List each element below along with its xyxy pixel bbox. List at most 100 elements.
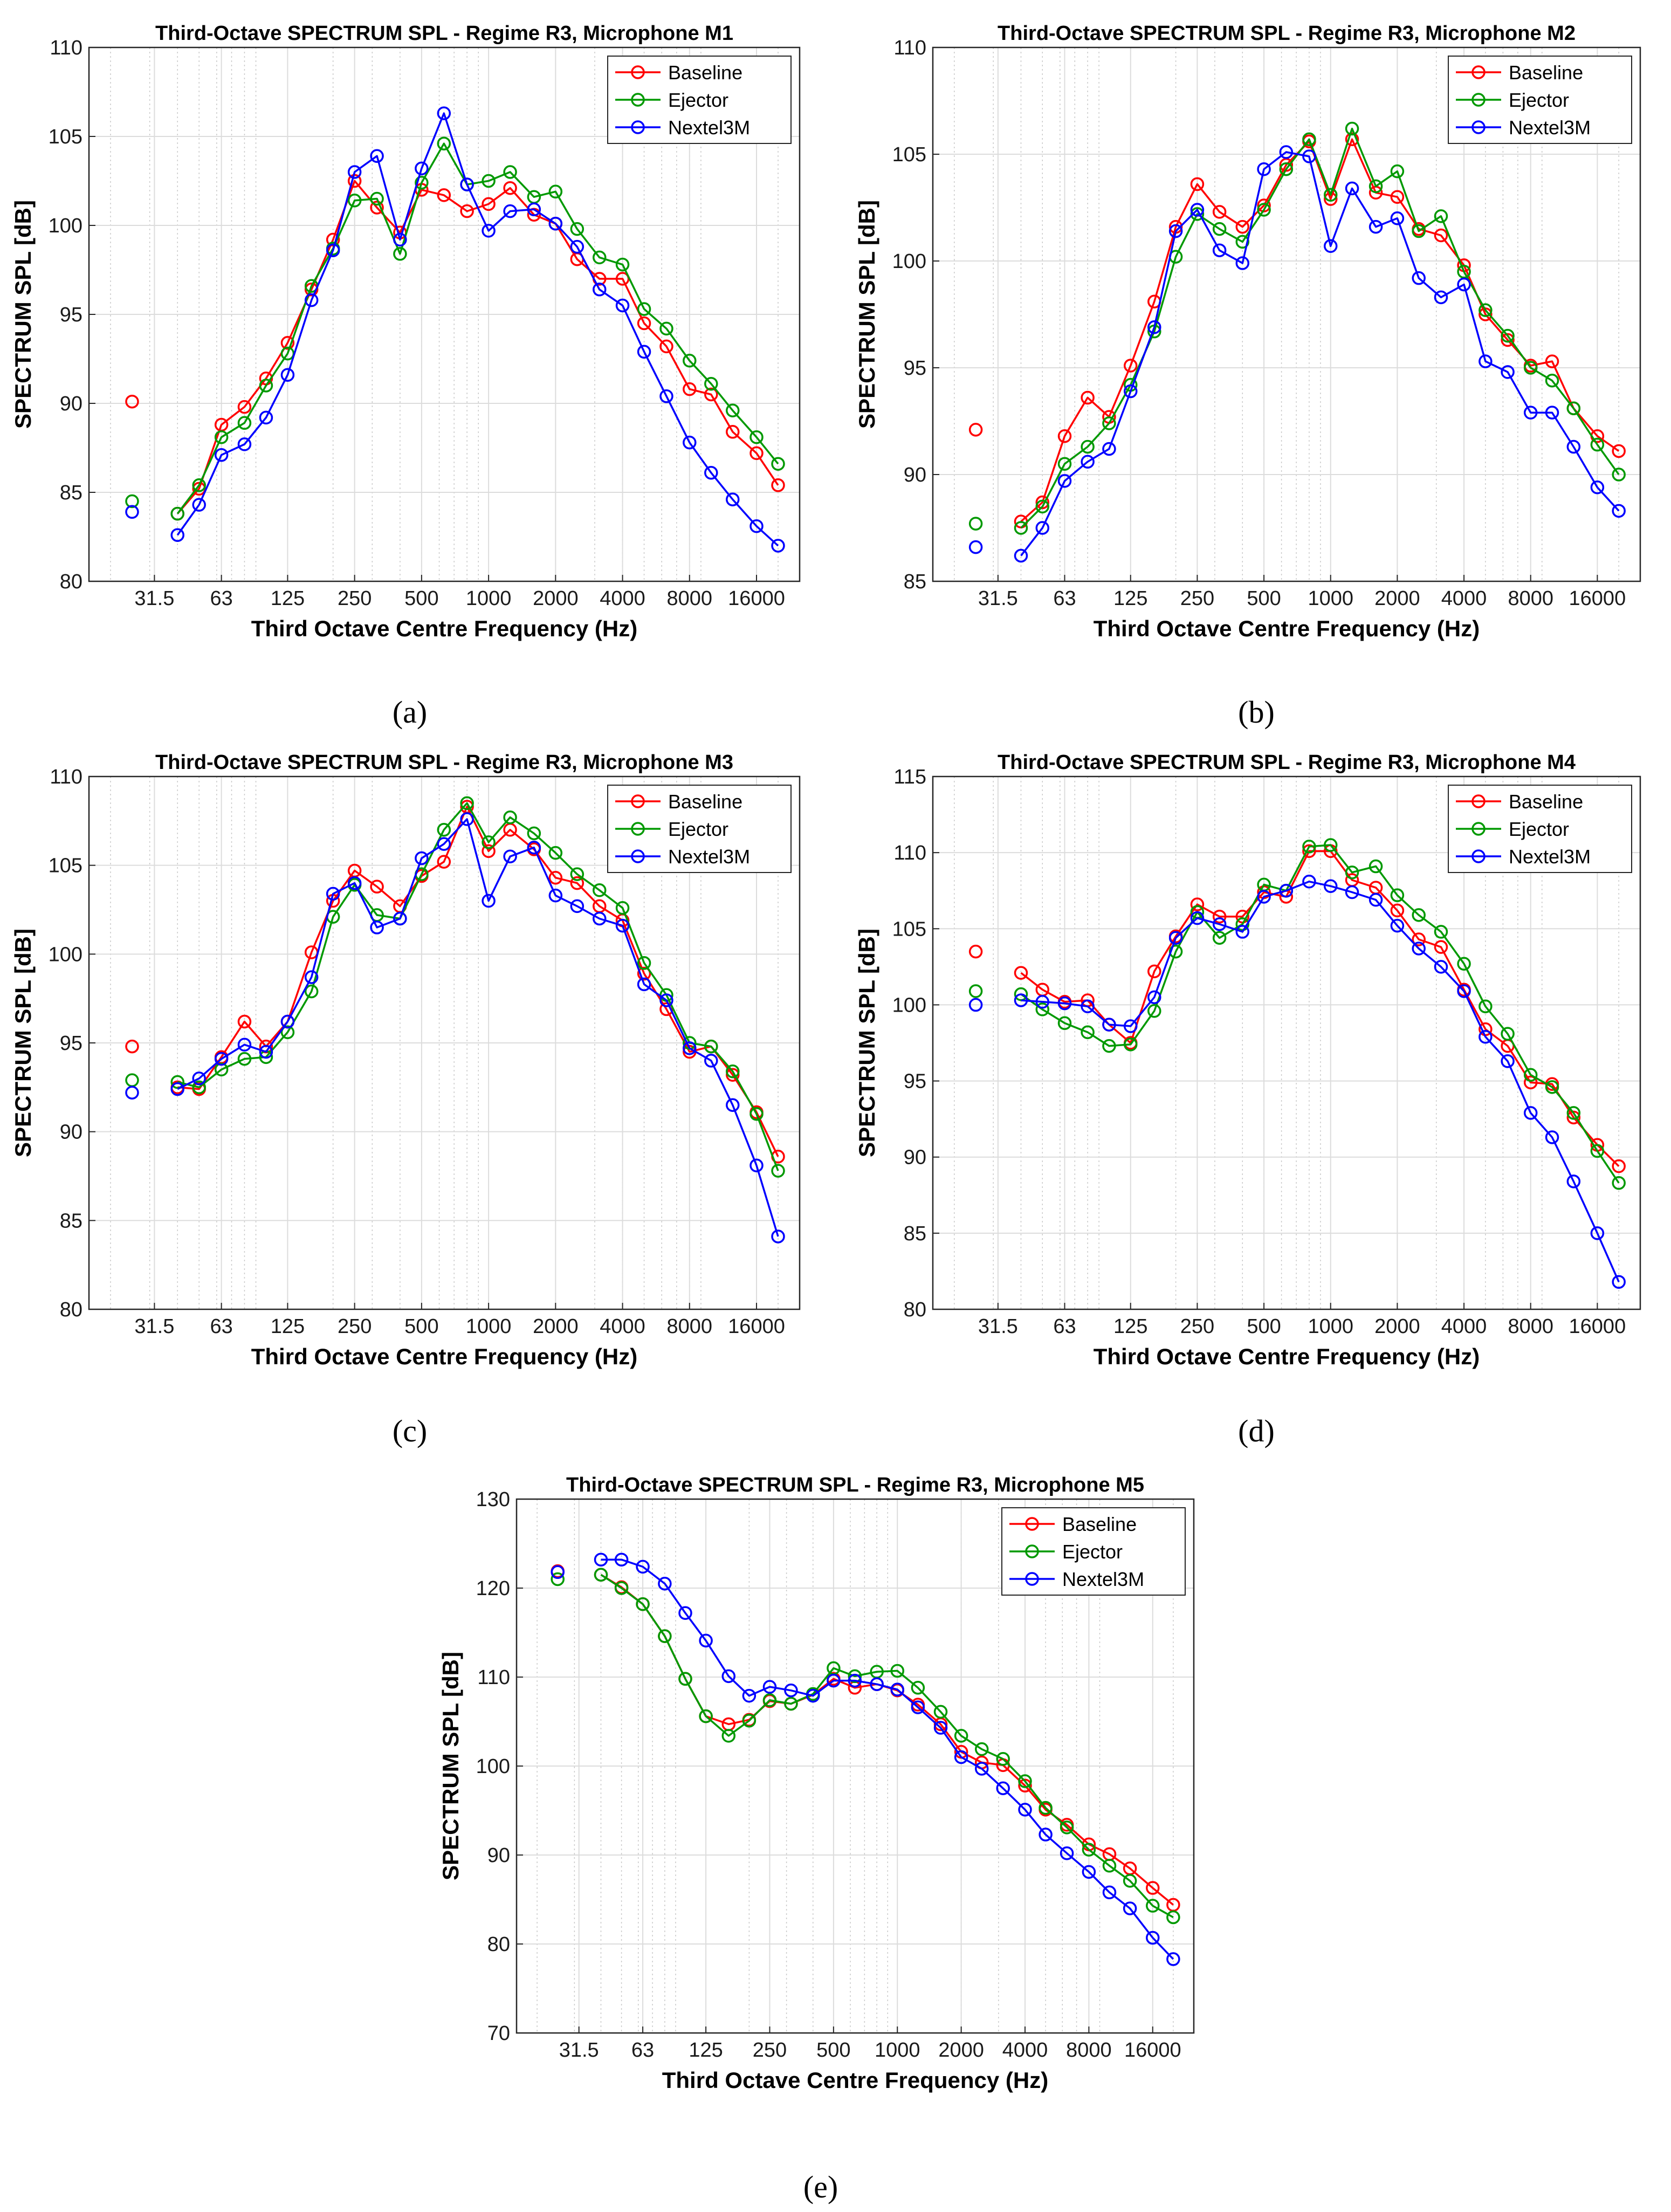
data-point (570, 222, 584, 236)
x-tick-label: 1000 (466, 587, 512, 610)
x-tick-label: 125 (1113, 1315, 1147, 1338)
data-point (683, 1041, 697, 1055)
chart-title: Third-Octave SPECTRUM SPL - Regime R3, M… (998, 22, 1576, 45)
data-point (1479, 354, 1493, 368)
data-point (460, 796, 474, 810)
series-ejector (968, 838, 1626, 1190)
data-point (192, 1071, 206, 1086)
data-point (1212, 931, 1227, 945)
x-tick-label: 250 (1180, 1315, 1214, 1338)
y-tick-label: 80 (60, 571, 82, 593)
subfigure-caption: (d) (1238, 1413, 1275, 1448)
data-point (1457, 957, 1471, 971)
data-point (659, 389, 673, 403)
y-tick-label: 70 (487, 2022, 510, 2045)
data-point (1501, 1027, 1515, 1041)
data-point (527, 840, 541, 855)
data-point (1323, 188, 1338, 202)
data-point (749, 1158, 764, 1172)
chart-title: Third-Octave SPECTRUM SPL - Regime R3, M… (998, 751, 1576, 774)
series-line (176, 142, 779, 514)
data-point (1102, 442, 1116, 456)
data-point (1479, 303, 1493, 317)
data-point (1123, 1874, 1137, 1888)
data-point (762, 1680, 777, 1694)
x-tick-label: 250 (338, 587, 372, 610)
legend-label: Baseline (1509, 61, 1583, 84)
data-point (1035, 499, 1050, 514)
x-tick-label: 8000 (1508, 587, 1553, 610)
legend: Baseline Ejector Nextel3M (1448, 56, 1632, 144)
data-point (1124, 1019, 1138, 1033)
data-point (570, 876, 584, 890)
data-point (1434, 290, 1448, 305)
y-tick-label: 85 (60, 482, 82, 504)
data-point (214, 448, 229, 462)
data-point (415, 161, 429, 176)
legend-label: Ejector (1509, 818, 1569, 840)
data-point (637, 345, 651, 359)
data-point (1479, 1029, 1493, 1044)
data-point (1566, 1106, 1581, 1120)
data-point (437, 837, 451, 851)
data-point (1545, 1130, 1559, 1144)
data-point (370, 201, 384, 215)
data-point (1257, 203, 1271, 217)
data-point (237, 437, 252, 451)
data-point (749, 1107, 764, 1121)
data-point (1102, 416, 1116, 430)
data-point (1018, 1774, 1032, 1788)
data-point (482, 174, 496, 188)
y-tick-label: 90 (60, 393, 82, 415)
data-point (1060, 1846, 1074, 1860)
data-point (699, 1633, 713, 1648)
data-point (1434, 228, 1448, 243)
data-point (1612, 444, 1626, 458)
data-point (1523, 361, 1538, 375)
data-point (1501, 333, 1515, 347)
data-point (437, 823, 451, 837)
x-tick-label: 125 (1113, 587, 1147, 610)
data-point (827, 1673, 841, 1688)
data-point (1390, 918, 1405, 933)
data-point (658, 1629, 672, 1643)
data-point (1323, 838, 1338, 852)
data-point (437, 106, 451, 120)
data-point (370, 920, 384, 935)
data-point (1566, 401, 1581, 415)
y-axis-label: SPECTRUM SPL [dB] (854, 929, 879, 1157)
data-point (1323, 879, 1338, 893)
legend-label: Ejector (668, 89, 728, 111)
data-point (1146, 1931, 1160, 1945)
data-point (1102, 1859, 1117, 1873)
data-point (1501, 1054, 1515, 1068)
x-tick-label: 31.5 (134, 587, 174, 610)
x-tick-label: 125 (689, 2039, 723, 2062)
data-point (996, 1752, 1010, 1766)
data-point (237, 400, 252, 414)
data-point (527, 202, 541, 217)
series-ejector (551, 1568, 1180, 1925)
data-point (1612, 468, 1626, 482)
data-point (460, 177, 474, 191)
data-point (1235, 925, 1250, 939)
data-point (1147, 1004, 1161, 1018)
data-point (570, 239, 584, 254)
data-point (170, 1075, 184, 1089)
data-point (968, 540, 983, 554)
x-tick-label: 1000 (466, 1315, 512, 1338)
data-point (460, 204, 474, 218)
data-point (1302, 840, 1316, 854)
data-point (259, 379, 273, 393)
data-point (192, 482, 206, 496)
data-point (933, 1705, 948, 1719)
y-tick-label: 110 (893, 37, 926, 59)
data-point (911, 1700, 925, 1714)
x-tick-label: 8000 (1066, 2039, 1112, 2062)
data-point (1018, 1803, 1032, 1817)
data-point (1434, 209, 1448, 223)
series-line (177, 802, 779, 1171)
data-point (237, 1038, 252, 1052)
subplot-b: 31.5 63 125 250 500 1000 2000 4000 8000 16000 85 90… (854, 22, 1641, 641)
data-point (1545, 406, 1559, 420)
